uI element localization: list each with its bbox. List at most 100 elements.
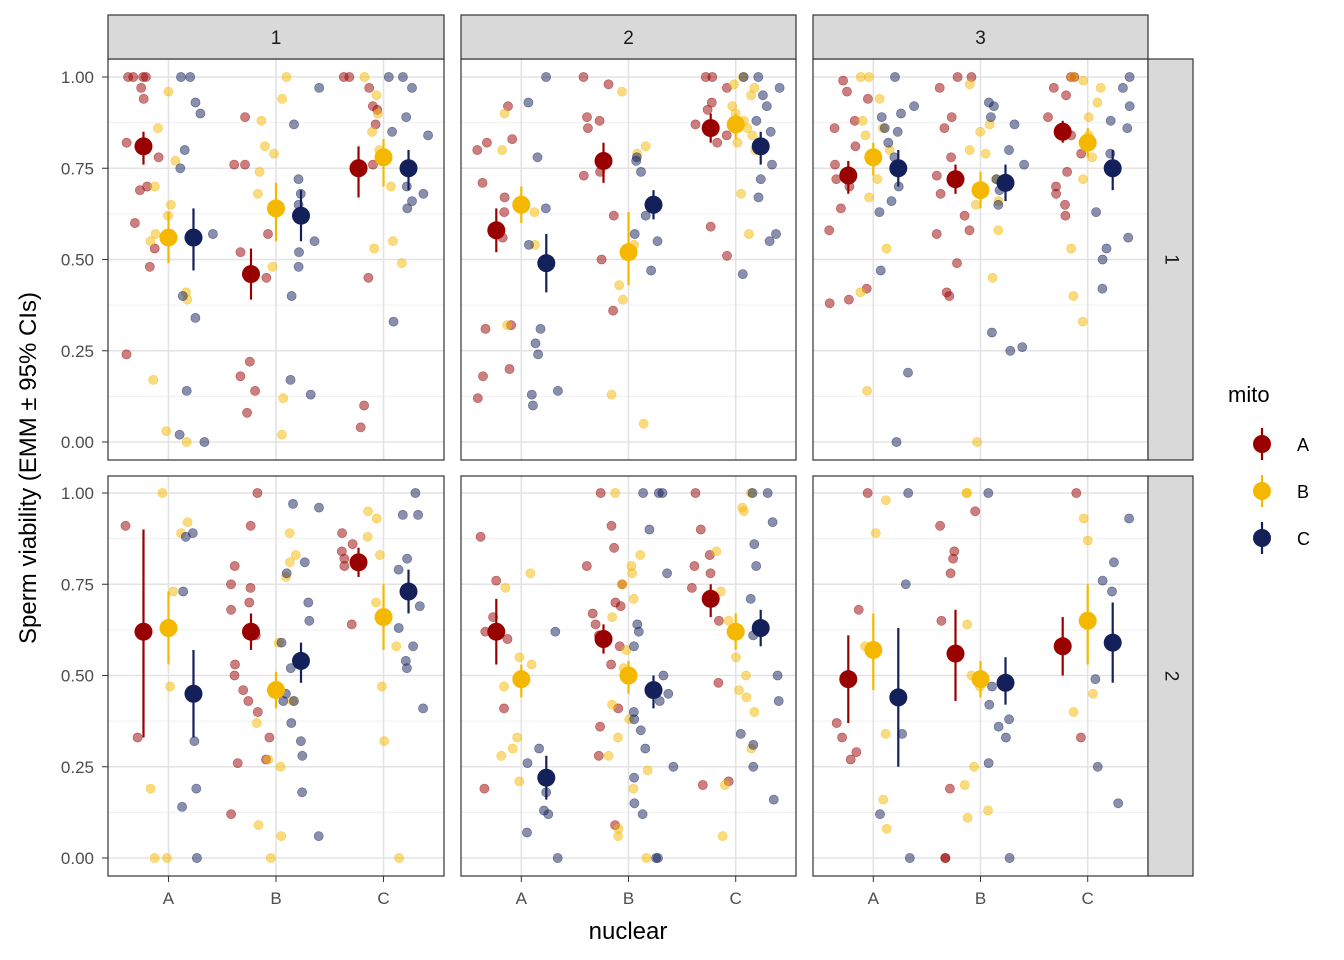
data-point-mito-A — [337, 528, 347, 538]
x-tick-label: A — [163, 889, 175, 908]
data-point-mito-B — [260, 141, 270, 152]
data-point-mito-A — [499, 703, 509, 714]
data-point-mito-C — [753, 72, 764, 82]
data-point-mito-C — [758, 90, 768, 101]
data-point-mito-B — [278, 393, 289, 404]
data-point-mito-B — [723, 615, 734, 626]
data-point-mito-B — [980, 148, 991, 159]
emm-point-mito-C — [184, 228, 203, 247]
data-point-mito-C — [177, 802, 187, 812]
data-point-mito-C — [631, 155, 642, 166]
data-point-mito-B — [961, 488, 972, 498]
data-point-mito-B — [507, 743, 518, 754]
data-point-mito-A — [359, 400, 369, 411]
data-point-mito-B — [741, 692, 752, 703]
emm-point-mito-A — [839, 670, 858, 689]
data-point-mito-A — [931, 229, 942, 239]
emm-point-mito-C — [889, 159, 908, 178]
data-point-mito-A — [499, 207, 510, 217]
x-tick-label: A — [516, 889, 528, 908]
data-point-mito-A — [850, 141, 861, 152]
data-point-mito-C — [401, 112, 412, 122]
data-point-mito-C — [745, 594, 756, 604]
data-point-mito-C — [774, 83, 785, 93]
data-point-mito-B — [749, 707, 760, 717]
data-point-mito-A — [721, 130, 732, 141]
data-point-mito-B — [627, 568, 637, 579]
data-point-mito-C — [522, 827, 532, 838]
data-point-mito-A — [934, 83, 945, 93]
data-point-mito-B — [149, 853, 160, 863]
data-point-mito-C — [543, 809, 554, 820]
data-point-mito-C — [1109, 557, 1119, 568]
data-point-mito-C — [764, 236, 775, 247]
y-tick-label: 1.00 — [61, 68, 94, 87]
data-point-mito-A — [713, 677, 724, 688]
data-point-mito-A — [578, 72, 589, 82]
data-point-mito-C — [179, 145, 190, 155]
emm-point-mito-B — [267, 681, 285, 700]
data-point-mito-C — [900, 579, 911, 590]
y-tick-label: 0.25 — [61, 758, 94, 777]
data-point-mito-C — [289, 696, 299, 706]
emm-point-mito-A — [349, 159, 368, 178]
data-point-mito-A — [695, 524, 706, 535]
emm-point-mito-B — [971, 181, 990, 200]
data-point-mito-B — [525, 568, 536, 579]
data-point-mito-C — [393, 623, 404, 633]
data-point-mito-B — [148, 374, 159, 385]
data-point-mito-A — [689, 561, 700, 571]
data-point-mito-A — [472, 393, 483, 404]
data-point-mito-C — [397, 510, 408, 520]
data-point-mito-C — [1105, 115, 1116, 126]
data-point-mito-A — [583, 123, 593, 134]
data-point-mito-A — [128, 72, 139, 82]
x-tick-label: B — [975, 889, 986, 908]
data-point-mito-A — [261, 272, 272, 283]
data-point-mito-C — [309, 236, 320, 247]
data-point-mito-B — [1088, 688, 1098, 699]
data-point-mito-B — [962, 619, 973, 630]
data-point-mito-B — [150, 229, 161, 239]
data-point-mito-A — [230, 659, 240, 670]
data-point-mito-C — [401, 663, 412, 674]
emm-point-mito-A — [1053, 637, 1072, 656]
data-point-mito-C — [181, 385, 192, 396]
data-point-mito-B — [269, 148, 279, 159]
data-point-mito-A — [842, 86, 852, 97]
data-point-mito-A — [226, 579, 236, 590]
data-point-mito-C — [1017, 342, 1028, 352]
data-point-mito-A — [596, 254, 607, 265]
data-point-mito-B — [1092, 97, 1103, 108]
emm-point-mito-B — [1078, 611, 1097, 630]
data-point-mito-C — [644, 524, 655, 535]
data-point-mito-A — [595, 488, 606, 498]
data-point-mito-B — [1078, 75, 1089, 86]
data-point-mito-A — [706, 97, 717, 108]
data-point-mito-C — [640, 210, 651, 221]
data-point-mito-A — [1051, 188, 1061, 199]
data-point-mito-C — [524, 239, 534, 250]
data-point-mito-A — [1076, 732, 1086, 743]
legend: mito A B C — [1228, 382, 1310, 554]
data-point-mito-C — [190, 312, 201, 323]
data-point-mito-B — [372, 108, 383, 119]
data-point-mito-B — [613, 732, 623, 743]
data-point-mito-C — [653, 853, 663, 863]
data-point-mito-A — [931, 170, 942, 181]
data-point-mito-C — [668, 761, 679, 772]
data-point-mito-C — [993, 199, 1004, 210]
data-point-mito-C — [314, 502, 324, 513]
data-point-mito-B — [711, 546, 722, 557]
data-point-mito-A — [845, 754, 856, 765]
data-point-mito-A — [364, 83, 375, 93]
data-point-mito-C — [1118, 83, 1128, 93]
emm-point-mito-B — [1078, 133, 1097, 152]
data-point-mito-C — [989, 101, 999, 112]
data-point-mito-A — [235, 371, 246, 382]
x-tick-label: C — [730, 889, 742, 908]
data-point-mito-A — [722, 250, 732, 261]
data-point-mito-C — [1001, 732, 1011, 743]
data-point-mito-C — [662, 568, 672, 579]
data-point-mito-B — [607, 699, 617, 710]
